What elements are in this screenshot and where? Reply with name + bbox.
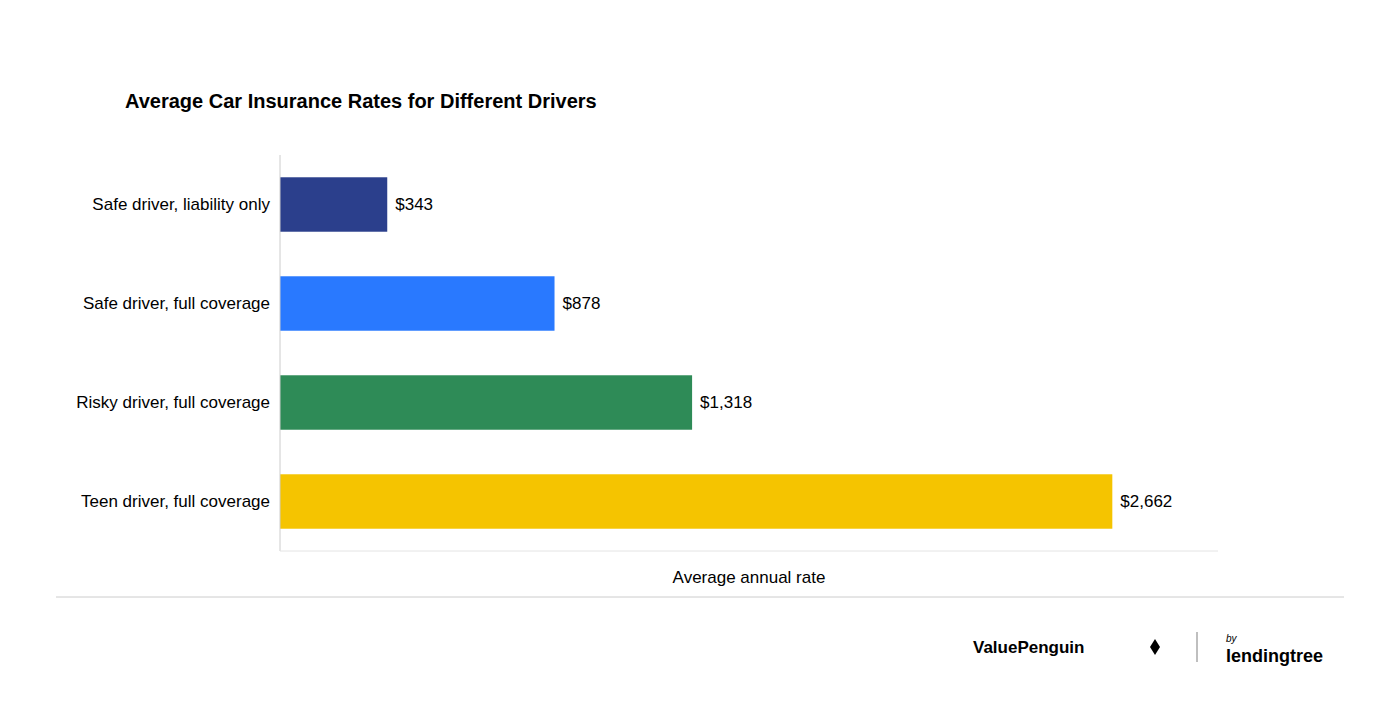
y-tick-label: Safe driver, liability only	[92, 195, 270, 214]
footer-line	[56, 597, 1344, 598]
brand-text: lendingtree	[1226, 646, 1323, 666]
y-tick-label: Safe driver, full coverage	[83, 294, 270, 313]
chart: Average Car Insurance Rates for Differen…	[0, 0, 1400, 706]
brand-diamond	[1150, 639, 1160, 655]
brand-by: by	[1226, 633, 1238, 644]
x-axis-label: Average annual rate	[673, 568, 826, 587]
data-label: $2,662	[1120, 492, 1172, 511]
bar	[280, 276, 555, 330]
chart-container: Average Car Insurance Rates for Differen…	[0, 0, 1400, 706]
data-label: $343	[395, 195, 433, 214]
brand-separator	[1196, 632, 1198, 662]
data-label: $1,318	[700, 393, 752, 412]
title: Average Car Insurance Rates for Differen…	[125, 90, 597, 112]
y-axis-line	[280, 155, 281, 551]
data-label: $878	[563, 294, 601, 313]
bars	[280, 177, 1112, 528]
y-tick-label: Teen driver, full coverage	[81, 492, 270, 511]
y-tick-label: Risky driver, full coverage	[76, 393, 270, 412]
x-axis-line	[280, 551, 1218, 552]
bar	[280, 375, 692, 429]
brand-text: ValuePenguin	[973, 638, 1084, 657]
bar	[280, 177, 387, 231]
bar	[280, 474, 1112, 528]
